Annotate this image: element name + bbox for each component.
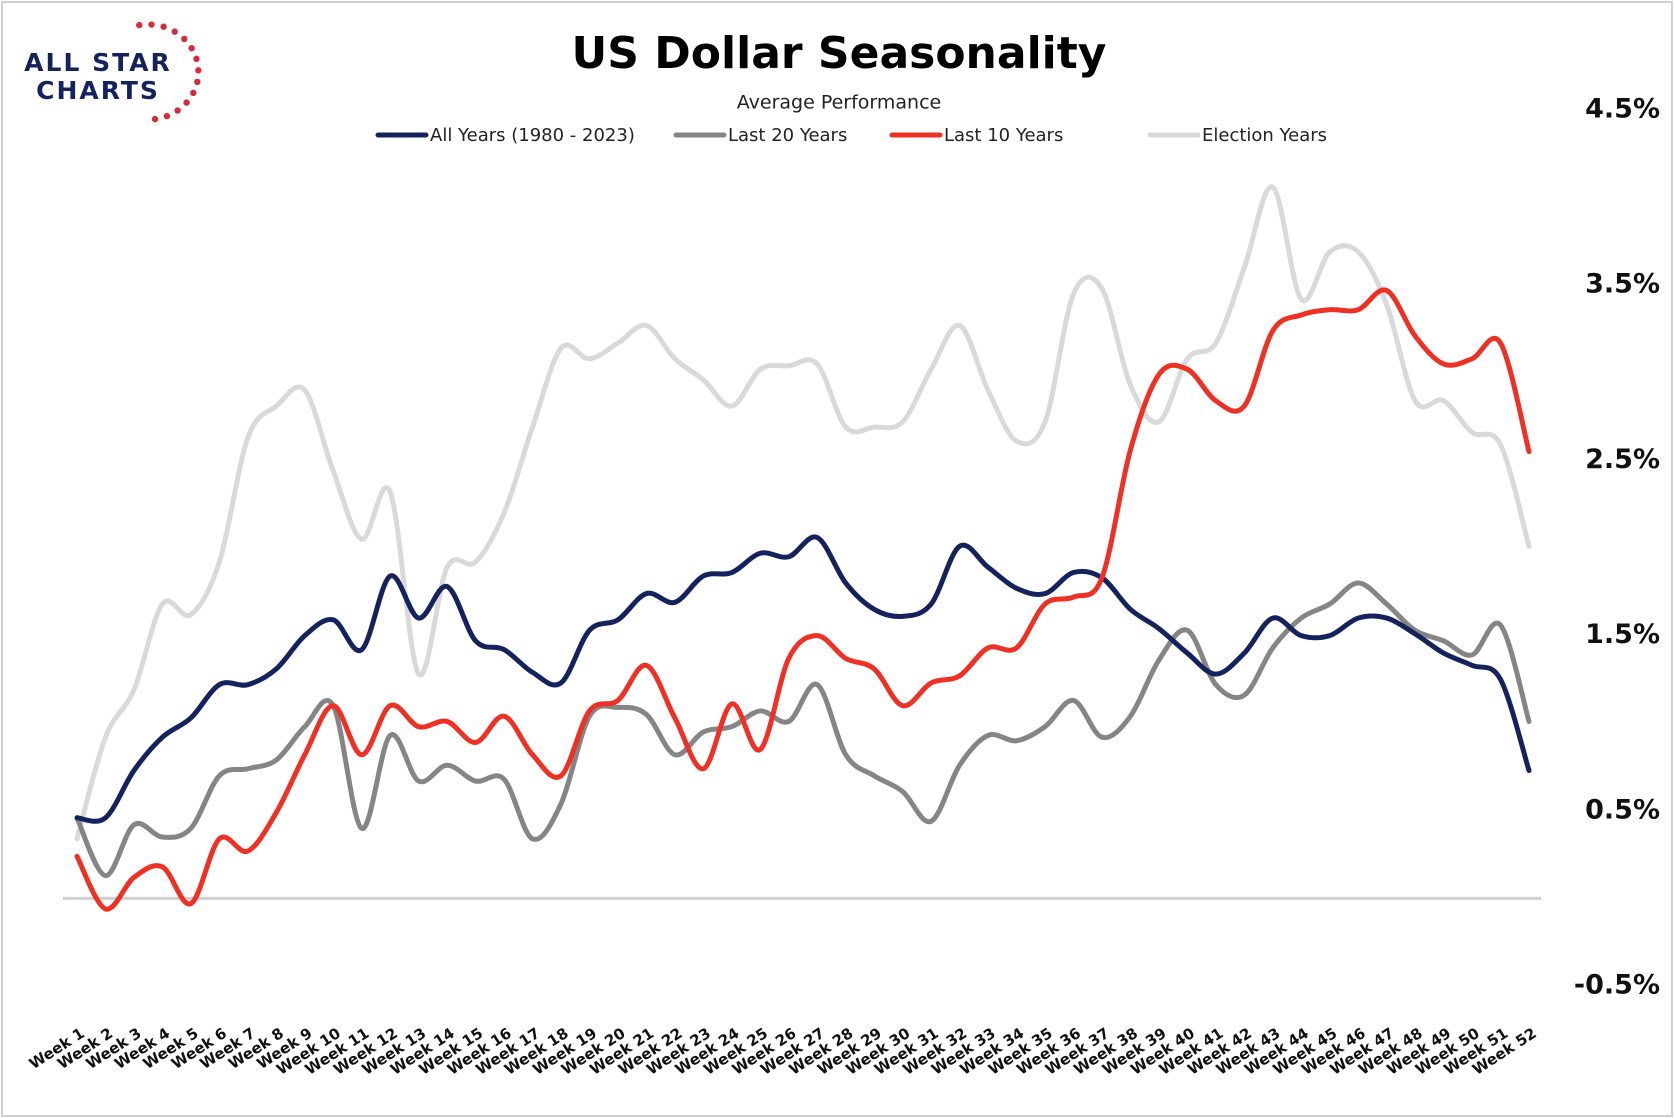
logo-stars xyxy=(136,21,202,123)
y-tick-label: 3.5% xyxy=(1585,269,1660,300)
chart-title: US Dollar Seasonality xyxy=(572,28,1107,79)
logo-star xyxy=(148,21,155,28)
y-tick-label: 4.5% xyxy=(1585,94,1660,125)
logo-star xyxy=(171,28,178,35)
y-tick-label: 2.5% xyxy=(1585,444,1660,475)
logo-star xyxy=(195,67,202,74)
logo-text: CHARTS xyxy=(36,76,160,105)
logo-star xyxy=(136,21,143,29)
logo-star xyxy=(151,115,159,123)
logo-star xyxy=(193,55,200,63)
series-line xyxy=(74,287,1532,912)
logo-star xyxy=(183,99,190,106)
y-tick-label: 0.5% xyxy=(1585,794,1660,825)
chart-subtitle: Average Performance xyxy=(737,92,941,114)
series-line xyxy=(74,534,1532,824)
legend-label: All Years (1980 - 2023) xyxy=(430,125,635,146)
logo-star xyxy=(174,107,181,114)
legend-label: Election Years xyxy=(1202,125,1327,146)
logo-star xyxy=(194,78,201,86)
logo: ALL STAR CHARTS xyxy=(24,21,202,123)
logo-star xyxy=(188,45,195,52)
legend-label: Last 10 Years xyxy=(944,125,1063,146)
y-tick-label: 1.5% xyxy=(1585,619,1660,650)
y-tick-label: -0.5% xyxy=(1574,970,1660,1001)
logo-star xyxy=(190,89,197,97)
logo-star xyxy=(160,23,167,30)
series-line xyxy=(74,184,1532,842)
logo-star xyxy=(163,112,171,120)
legend-label: Last 20 Years xyxy=(728,125,847,146)
logo-text: ALL STAR xyxy=(24,48,172,77)
logo-star xyxy=(181,35,188,43)
series-line xyxy=(74,580,1532,879)
